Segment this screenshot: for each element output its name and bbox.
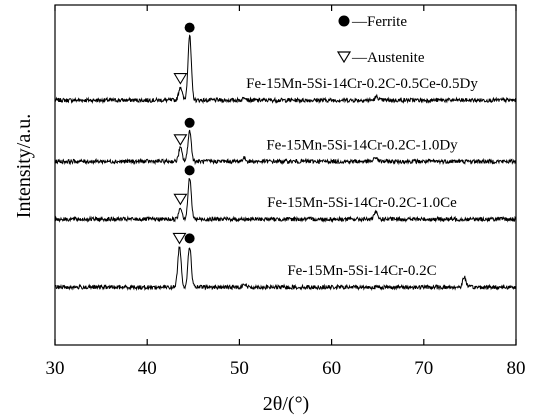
series-label: Fe-15Mn-5Si-14Cr-0.2C (287, 263, 436, 279)
series-labels: Fe-15Mn-5Si-14Cr-0.2C-0.5Ce-0.5Dy Fe-15Mn… (246, 76, 478, 279)
series-line (54, 246, 517, 292)
ferrite-peak-marker (184, 22, 195, 33)
series-label: Fe-15Mn-5Si-14Cr-0.2C-1.0Ce (267, 195, 457, 211)
x-tick-label: 80 (507, 358, 526, 379)
x-axis-label: 2θ/(°) (263, 393, 309, 415)
ferrite-legend-marker (338, 15, 350, 27)
series-line (54, 34, 517, 105)
ferrite-peak-marker (184, 233, 195, 244)
x-tick-label: 70 (414, 358, 433, 379)
series-label: Fe-15Mn-5Si-14Cr-0.2C-1.0Dy (266, 137, 458, 153)
austenite-peak-marker (173, 73, 188, 85)
x-tick-label: 30 (46, 358, 65, 379)
series-line (54, 129, 517, 166)
x-axis-ticks: 30 40 50 60 70 80 (46, 5, 526, 379)
austenite-peak-marker (173, 134, 188, 146)
ferrite-legend-label: —Ferrite (351, 14, 407, 30)
austenite-peak-marker (173, 193, 188, 206)
plot-frame (54, 4, 517, 346)
series-label: Fe-15Mn-5Si-14Cr-0.2C-0.5Ce-0.5Dy (246, 76, 478, 92)
austenite-peak-marker (172, 232, 187, 245)
series-line (54, 178, 517, 224)
ferrite-peak-marker (184, 117, 195, 128)
phase-markers (172, 22, 195, 245)
x-tick-label: 40 (138, 358, 157, 379)
austenite-legend-marker (336, 51, 352, 64)
x-tick-label: 60 (322, 358, 341, 379)
legend: —Ferrite —Austenite (336, 14, 425, 66)
ferrite-peak-marker (184, 165, 195, 176)
y-axis-label: Intensity/a.u. (13, 114, 35, 218)
x-tick-label: 50 (230, 358, 249, 379)
series-group (54, 34, 517, 292)
austenite-legend-label: —Austenite (351, 50, 425, 66)
